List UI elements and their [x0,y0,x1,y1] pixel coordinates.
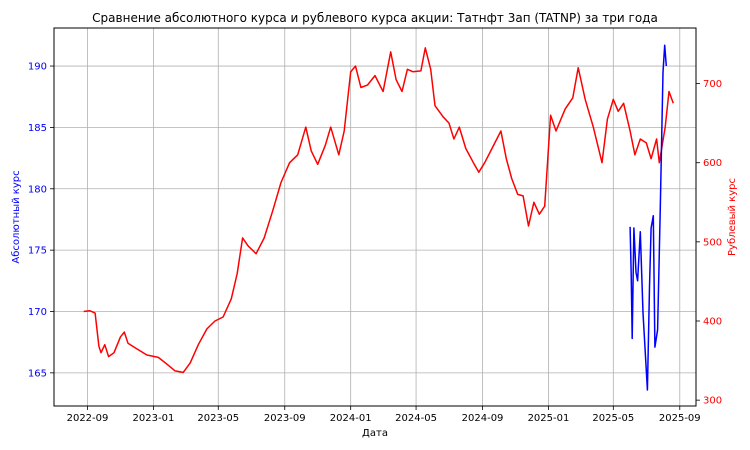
plot-frame [53,27,697,407]
y-right-tick-label: 500 [703,237,722,248]
y-right-tick-label: 700 [703,79,722,90]
y-right-tick-label: 600 [703,158,722,169]
y-left-tick-label: 190 [28,62,47,73]
y-left-tick-label: 170 [28,307,47,318]
y-left-tick-label: 165 [28,368,47,379]
x-tick-label: 2025-01 [528,413,570,424]
series-layer [83,44,675,391]
x-tick-label: 2024-05 [395,413,437,424]
x-axis-label: Дата [362,428,388,439]
x-tick-label: 2023-09 [264,413,306,424]
y-axis-right-label: Рублевый курс [727,178,738,256]
x-tick-label: 2024-01 [330,413,372,424]
y-right-tick-label: 400 [703,316,722,327]
y-left-tick-label: 185 [28,123,47,134]
plot-area [54,28,696,406]
chart-title: Сравнение абсолютного курса и рублевого … [92,11,658,25]
y-left-tick-label: 180 [28,184,47,195]
y-left-tick-label: 175 [28,246,47,257]
y-right-tick-label: 300 [703,396,722,407]
x-tick-label: 2023-05 [197,413,239,424]
series-line-ruble [83,47,675,374]
y-axis-left-label: Абсолютный курс [11,170,22,263]
x-axis: 2022-09 2023-01 2023-05 2023-09 2024-01 2024-… [67,406,701,424]
series-line-absolute [629,44,668,391]
y-axis-right: 300 400 500 600 700 [696,79,722,407]
x-tick-label: 2025-09 [659,413,701,424]
x-tick-label: 2025-05 [592,413,634,424]
grid [54,28,696,406]
x-tick-label: 2023-01 [133,413,175,424]
y-axis-left: 165 170 175 180 185 190 [28,62,54,379]
x-tick-label: 2024-09 [462,413,504,424]
x-tick-label: 2022-09 [67,413,109,424]
